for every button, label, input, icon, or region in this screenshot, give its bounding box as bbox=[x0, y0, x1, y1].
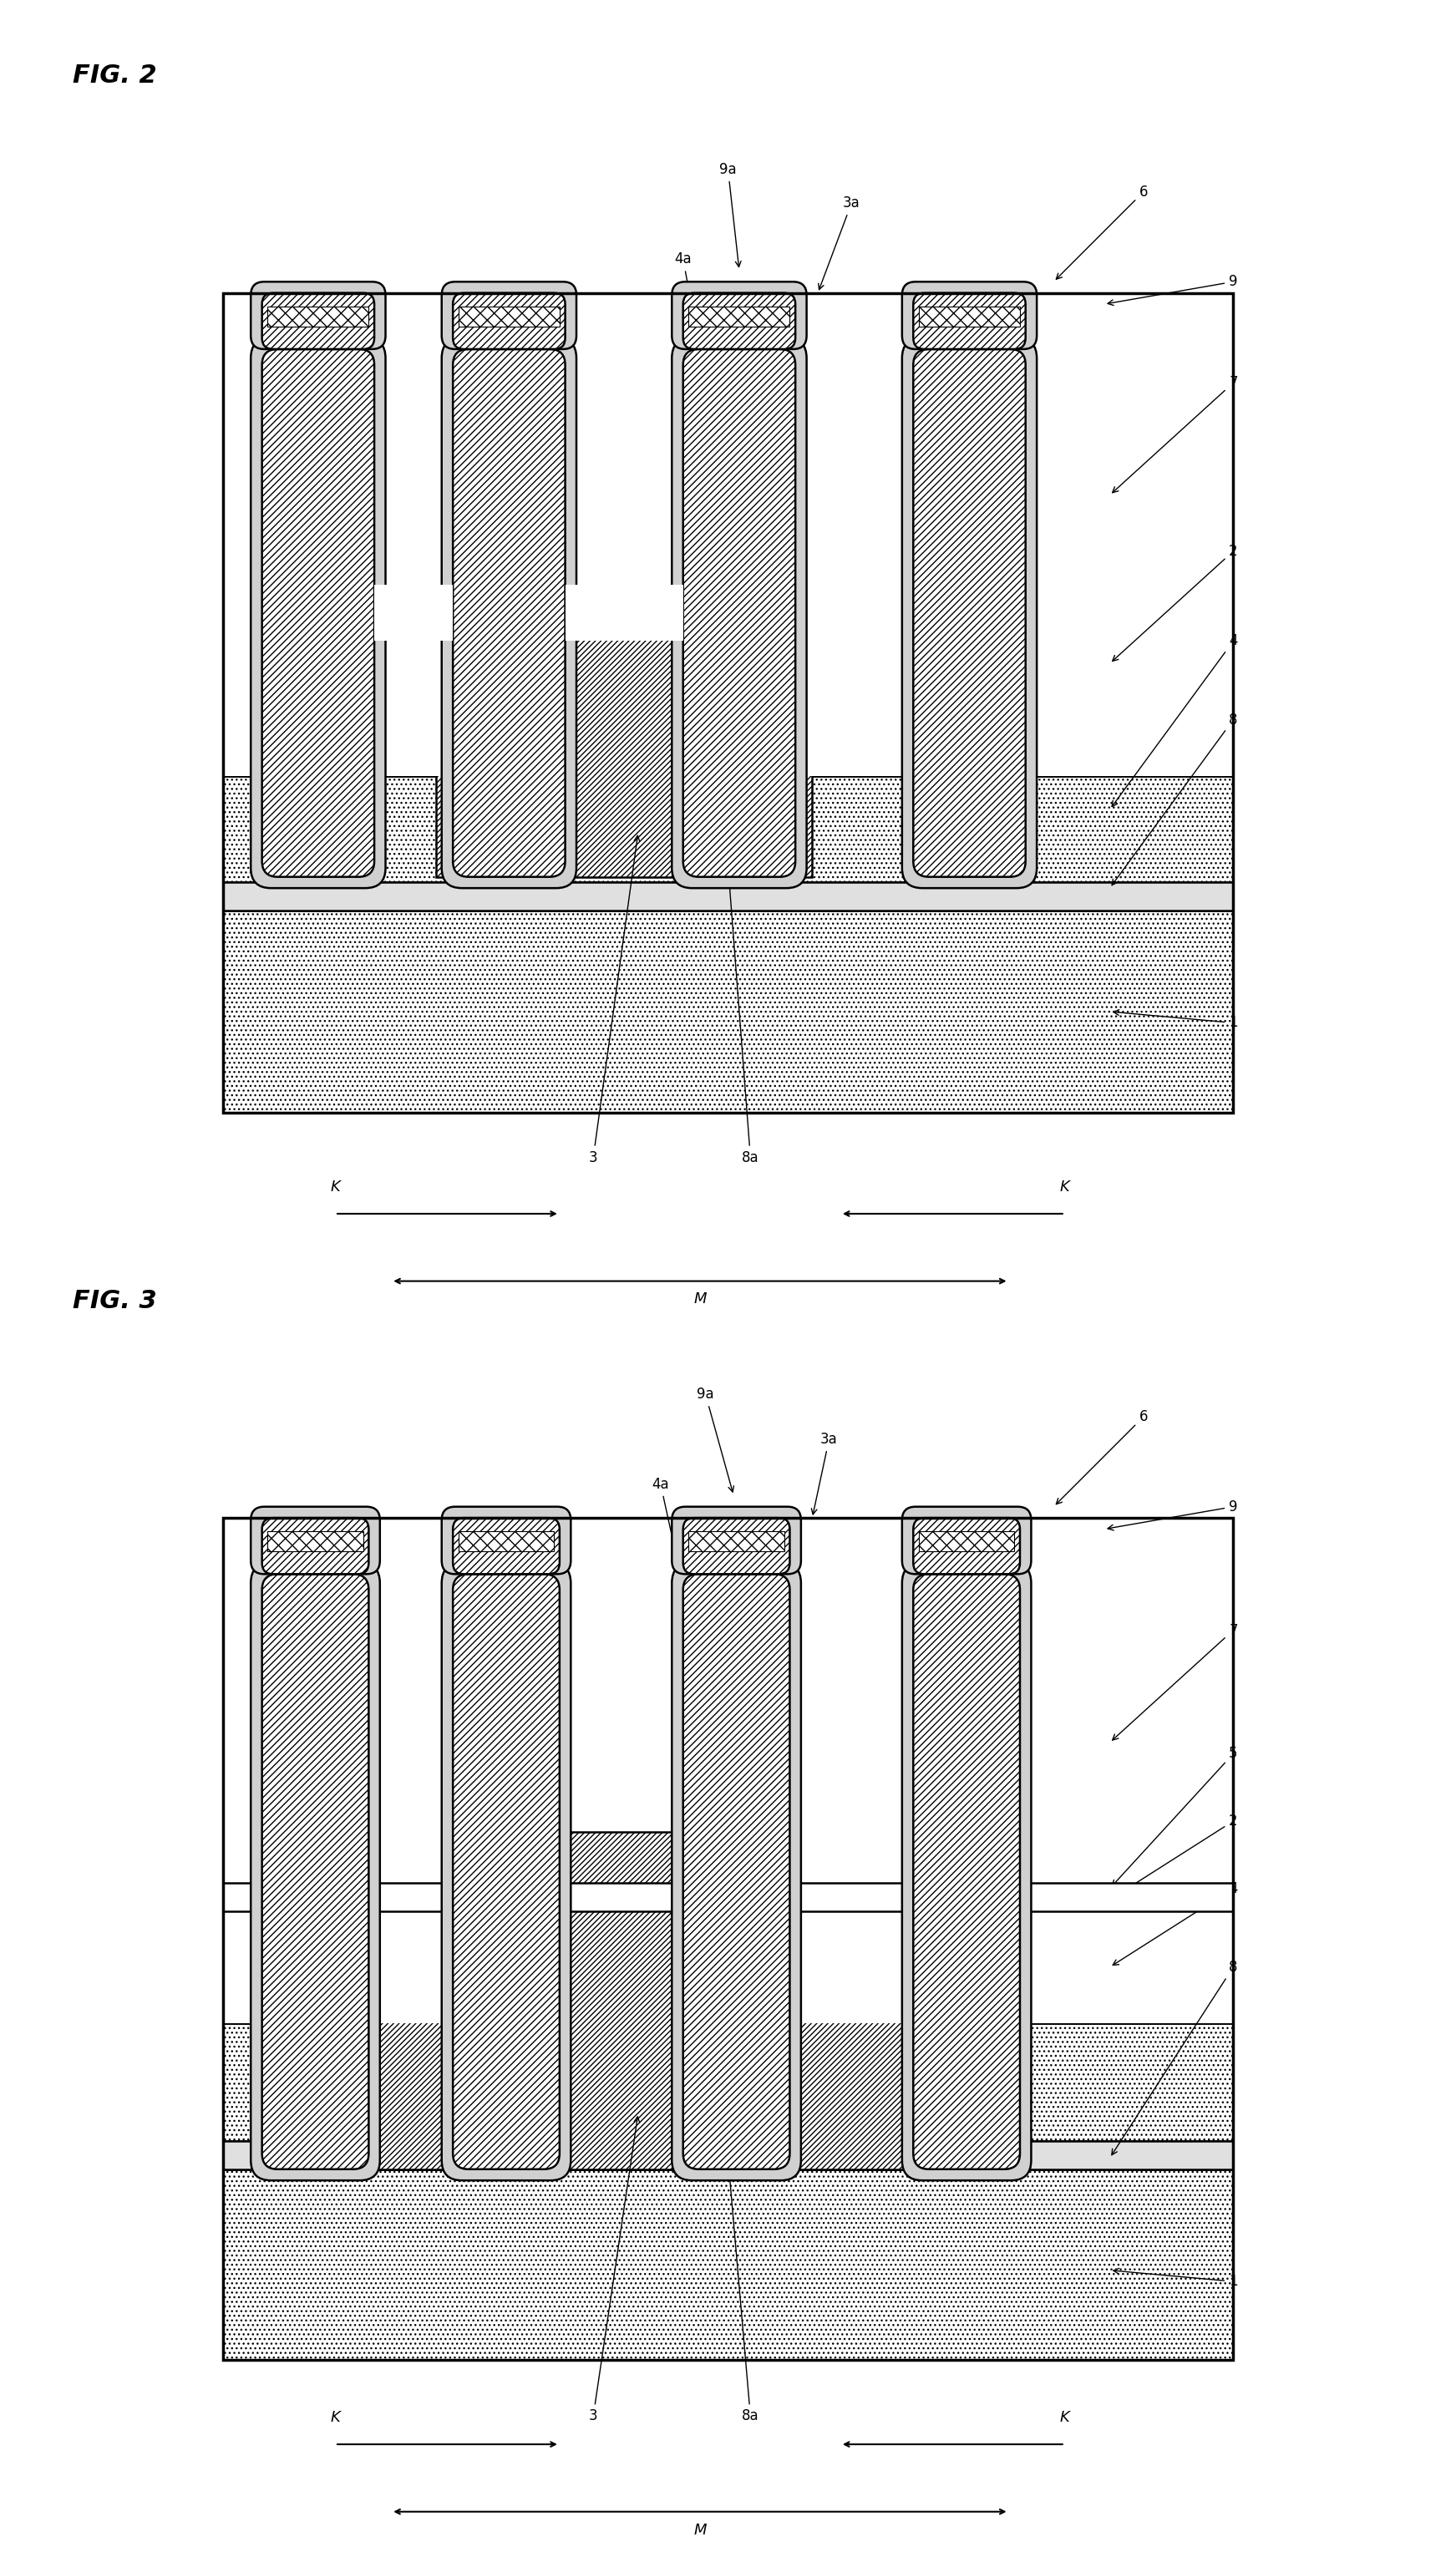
Bar bbox=[919, 306, 1021, 327]
Text: 9a: 9a bbox=[697, 1386, 734, 1493]
Text: 2: 2 bbox=[1112, 1814, 1238, 1899]
FancyBboxPatch shape bbox=[453, 1575, 559, 2169]
Text: 4: 4 bbox=[1112, 633, 1238, 806]
Bar bbox=[368, 1753, 453, 2024]
FancyBboxPatch shape bbox=[262, 350, 374, 878]
Bar bbox=[565, 584, 683, 641]
FancyBboxPatch shape bbox=[913, 293, 1025, 350]
FancyBboxPatch shape bbox=[262, 293, 374, 350]
FancyBboxPatch shape bbox=[903, 1506, 1031, 1575]
Text: 9: 9 bbox=[1108, 1498, 1238, 1531]
Text: 3: 3 bbox=[588, 2116, 639, 2424]
FancyBboxPatch shape bbox=[453, 350, 565, 878]
FancyBboxPatch shape bbox=[453, 1518, 559, 1575]
Text: FIG. 2: FIG. 2 bbox=[73, 64, 157, 87]
Bar bbox=[689, 1531, 785, 1552]
FancyBboxPatch shape bbox=[683, 350, 795, 878]
Bar bbox=[1025, 528, 1233, 776]
Bar bbox=[223, 641, 1233, 776]
Bar bbox=[268, 1531, 363, 1552]
FancyBboxPatch shape bbox=[683, 1518, 789, 1575]
Bar bbox=[268, 306, 368, 327]
Bar bbox=[689, 306, 789, 327]
Text: 3a: 3a bbox=[818, 197, 860, 288]
Text: 8: 8 bbox=[1112, 1960, 1238, 2154]
FancyBboxPatch shape bbox=[250, 1506, 380, 1575]
Bar bbox=[1021, 1753, 1233, 2024]
Bar bbox=[374, 584, 453, 641]
FancyBboxPatch shape bbox=[671, 337, 807, 888]
Bar bbox=[223, 1866, 1233, 2024]
Text: 9a: 9a bbox=[719, 161, 741, 268]
Text: 3a: 3a bbox=[811, 1432, 837, 1513]
Text: M: M bbox=[693, 1291, 706, 1307]
Text: 8: 8 bbox=[1112, 712, 1238, 886]
Bar bbox=[459, 306, 559, 327]
FancyBboxPatch shape bbox=[913, 350, 1025, 878]
Text: FIG. 3: FIG. 3 bbox=[73, 1289, 157, 1312]
Text: 9: 9 bbox=[1108, 273, 1238, 306]
FancyBboxPatch shape bbox=[441, 337, 577, 888]
FancyBboxPatch shape bbox=[250, 337, 386, 888]
FancyBboxPatch shape bbox=[903, 1562, 1031, 2179]
Bar bbox=[223, 776, 1233, 883]
Text: 6: 6 bbox=[1056, 1409, 1147, 1503]
Bar bbox=[223, 2141, 1233, 2169]
FancyBboxPatch shape bbox=[913, 1518, 1021, 1575]
FancyBboxPatch shape bbox=[441, 1562, 571, 2179]
FancyBboxPatch shape bbox=[262, 1518, 368, 1575]
Text: 4a: 4a bbox=[652, 1478, 700, 1661]
FancyBboxPatch shape bbox=[683, 1575, 789, 2169]
Text: K: K bbox=[1060, 1179, 1070, 1194]
Text: 7: 7 bbox=[1112, 1623, 1238, 1740]
Bar bbox=[795, 528, 913, 776]
Text: 2: 2 bbox=[1112, 544, 1238, 661]
FancyBboxPatch shape bbox=[903, 337, 1037, 888]
FancyBboxPatch shape bbox=[453, 293, 565, 350]
FancyBboxPatch shape bbox=[903, 281, 1037, 350]
FancyBboxPatch shape bbox=[441, 1506, 571, 1575]
Bar bbox=[374, 528, 453, 776]
FancyBboxPatch shape bbox=[250, 1562, 380, 2179]
FancyBboxPatch shape bbox=[262, 1575, 368, 2169]
Text: 5: 5 bbox=[1112, 1746, 1238, 1886]
FancyBboxPatch shape bbox=[671, 1506, 801, 1575]
Text: 3: 3 bbox=[588, 835, 639, 1166]
Text: 6: 6 bbox=[1056, 184, 1147, 278]
Text: K: K bbox=[1060, 2409, 1070, 2424]
FancyBboxPatch shape bbox=[683, 293, 795, 350]
Bar bbox=[435, 618, 812, 878]
Text: K: K bbox=[331, 2409, 339, 2424]
Bar bbox=[223, 883, 1233, 911]
Text: 4a: 4a bbox=[674, 253, 718, 436]
Bar bbox=[223, 1753, 262, 2024]
FancyBboxPatch shape bbox=[913, 1575, 1021, 2169]
Bar bbox=[223, 2169, 1233, 2361]
FancyBboxPatch shape bbox=[250, 281, 386, 350]
Bar bbox=[223, 911, 1233, 1113]
Text: K: K bbox=[331, 1179, 339, 1194]
Text: 1: 1 bbox=[1114, 1011, 1238, 1031]
Bar bbox=[223, 1883, 1233, 1911]
Bar bbox=[223, 528, 262, 776]
Bar bbox=[459, 1531, 553, 1552]
Text: M: M bbox=[693, 2521, 706, 2537]
Text: 4: 4 bbox=[1112, 1881, 1238, 1965]
FancyBboxPatch shape bbox=[441, 281, 577, 350]
Bar bbox=[223, 293, 1233, 1113]
Text: 8a: 8a bbox=[727, 870, 759, 1166]
Bar bbox=[304, 1832, 978, 2169]
Bar bbox=[223, 1518, 1233, 2361]
Text: 8a: 8a bbox=[727, 2162, 759, 2424]
Bar bbox=[789, 1753, 913, 2024]
Text: 1: 1 bbox=[1114, 2269, 1238, 2289]
FancyBboxPatch shape bbox=[671, 1562, 801, 2179]
Bar bbox=[223, 2024, 1233, 2141]
Bar bbox=[223, 350, 1233, 641]
Bar bbox=[919, 1531, 1015, 1552]
FancyBboxPatch shape bbox=[671, 281, 807, 350]
Text: 7: 7 bbox=[1112, 375, 1238, 493]
